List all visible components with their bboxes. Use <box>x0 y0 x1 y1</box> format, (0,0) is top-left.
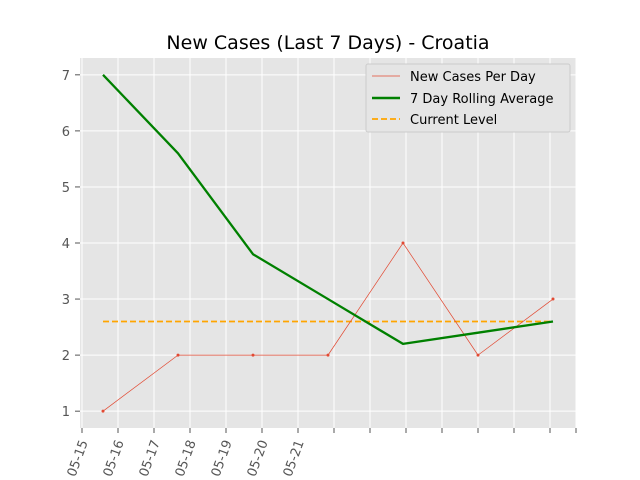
y-tick-label: 7 <box>62 69 70 84</box>
data-point <box>101 409 105 413</box>
chart-title: New Cases (Last 7 Days) - Croatia <box>166 32 489 54</box>
legend-label-new-cases: New Cases Per Day <box>410 70 536 85</box>
y-tick-label: 2 <box>62 349 70 364</box>
y-tick-label: 4 <box>62 237 70 252</box>
legend-label-rolling-average: 7 Day Rolling Average <box>410 92 553 107</box>
data-point <box>401 241 405 245</box>
grid <box>80 58 577 428</box>
data-point <box>176 353 180 357</box>
y-tick-label: 1 <box>62 405 70 420</box>
data-point <box>326 353 330 357</box>
series-line-1 <box>102 74 554 346</box>
data-point <box>551 297 555 301</box>
series-group <box>101 74 555 413</box>
y-tick-label: 6 <box>62 125 70 140</box>
data-point <box>476 353 480 357</box>
legend-label-current-level: Current Level <box>410 113 497 128</box>
legend-box <box>365 63 571 133</box>
y-tick-label: 5 <box>62 181 70 196</box>
data-point <box>251 353 255 357</box>
y-tick-label: 3 <box>62 293 70 308</box>
legend: New Cases Per Day 7 Day Rolling Average … <box>365 63 571 133</box>
